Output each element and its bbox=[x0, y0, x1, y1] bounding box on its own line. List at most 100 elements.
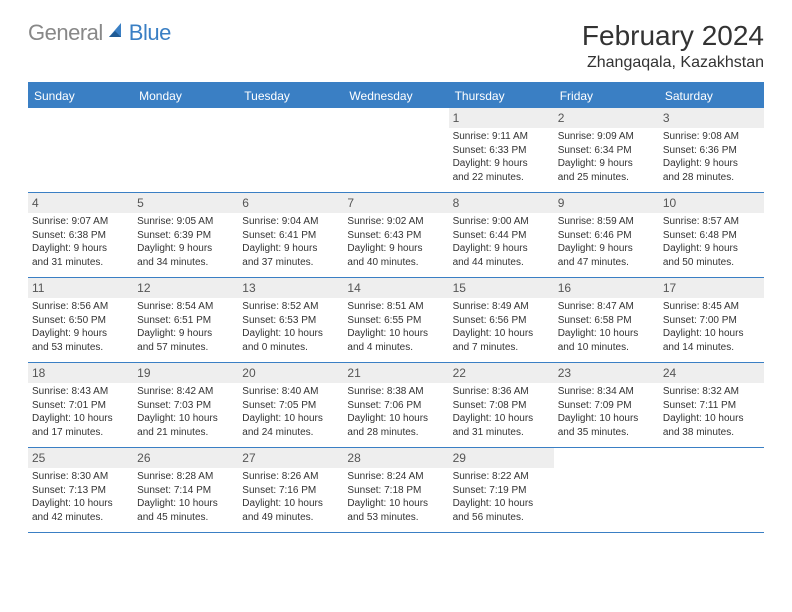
day-cell: 2Sunrise: 9:09 AMSunset: 6:34 PMDaylight… bbox=[554, 108, 659, 192]
day-detail-line: Daylight: 9 hours bbox=[242, 242, 339, 256]
day-cell: 5Sunrise: 9:05 AMSunset: 6:39 PMDaylight… bbox=[133, 193, 238, 277]
calendar: Sunday Monday Tuesday Wednesday Thursday… bbox=[28, 82, 764, 533]
day-cell bbox=[554, 448, 659, 532]
day-cell: 9Sunrise: 8:59 AMSunset: 6:46 PMDaylight… bbox=[554, 193, 659, 277]
day-cell: 26Sunrise: 8:28 AMSunset: 7:14 PMDayligh… bbox=[133, 448, 238, 532]
day-detail-line: Sunrise: 8:24 AM bbox=[347, 470, 444, 484]
day-detail-line: Daylight: 10 hours bbox=[558, 412, 655, 426]
day-detail-line: Sunset: 6:56 PM bbox=[453, 314, 550, 328]
logo-sail-icon bbox=[107, 21, 127, 46]
day-cell: 3Sunrise: 9:08 AMSunset: 6:36 PMDaylight… bbox=[659, 108, 764, 192]
day-detail-line: Sunrise: 8:56 AM bbox=[32, 300, 129, 314]
day-detail-line: and 44 minutes. bbox=[453, 256, 550, 270]
day-detail-line: and 34 minutes. bbox=[137, 256, 234, 270]
day-cell: 6Sunrise: 9:04 AMSunset: 6:41 PMDaylight… bbox=[238, 193, 343, 277]
day-cell: 19Sunrise: 8:42 AMSunset: 7:03 PMDayligh… bbox=[133, 363, 238, 447]
day-detail-line: Sunset: 7:03 PM bbox=[137, 399, 234, 413]
day-detail-line: and 22 minutes. bbox=[453, 171, 550, 185]
day-detail-line: and 56 minutes. bbox=[453, 511, 550, 525]
day-detail-line: Sunrise: 8:40 AM bbox=[242, 385, 339, 399]
day-detail-line: Daylight: 10 hours bbox=[32, 497, 129, 511]
day-detail-line: Sunset: 6:55 PM bbox=[347, 314, 444, 328]
day-detail-line: Daylight: 10 hours bbox=[347, 497, 444, 511]
day-detail-line: Daylight: 10 hours bbox=[453, 327, 550, 341]
week-row: 1Sunrise: 9:11 AMSunset: 6:33 PMDaylight… bbox=[28, 108, 764, 193]
day-number: 17 bbox=[659, 278, 764, 298]
day-detail-line: Sunrise: 8:51 AM bbox=[347, 300, 444, 314]
day-detail-line: Sunset: 6:44 PM bbox=[453, 229, 550, 243]
day-number: 8 bbox=[449, 193, 554, 213]
day-detail-line: Sunrise: 9:09 AM bbox=[558, 130, 655, 144]
day-number: 24 bbox=[659, 363, 764, 383]
day-cell: 23 Sunrise: 8:34 AMSunset: 7:09 PMDayligh… bbox=[554, 363, 659, 447]
day-detail-line: and 47 minutes. bbox=[558, 256, 655, 270]
day-detail-line: and 49 minutes. bbox=[242, 511, 339, 525]
day-cell: 21Sunrise: 8:38 AMSunset: 7:06 PMDayligh… bbox=[343, 363, 448, 447]
title-block: February 2024 Zhangaqala, Kazakhstan bbox=[582, 20, 764, 72]
day-cell: 13Sunrise: 8:52 AMSunset: 6:53 PMDayligh… bbox=[238, 278, 343, 362]
weekday-monday: Monday bbox=[133, 84, 238, 108]
location: Zhangaqala, Kazakhstan bbox=[582, 54, 764, 72]
header: General Blue February 2024 Zhangaqala, K… bbox=[28, 20, 764, 72]
day-cell: 22Sunrise: 8:36 AMSunset: 7:08 PMDayligh… bbox=[449, 363, 554, 447]
day-detail-line: Sunrise: 8:57 AM bbox=[663, 215, 760, 229]
day-detail-line: and 53 minutes. bbox=[32, 341, 129, 355]
day-number: 5 bbox=[133, 193, 238, 213]
day-detail-line: Daylight: 10 hours bbox=[137, 497, 234, 511]
day-cell: 27Sunrise: 8:26 AMSunset: 7:16 PMDayligh… bbox=[238, 448, 343, 532]
day-number: 22 bbox=[449, 363, 554, 383]
logo-text-general: General bbox=[28, 20, 103, 46]
day-detail-line: Sunrise: 9:07 AM bbox=[32, 215, 129, 229]
day-number: 23 bbox=[554, 363, 659, 383]
day-detail-line: and 0 minutes. bbox=[242, 341, 339, 355]
day-cell: 8Sunrise: 9:00 AMSunset: 6:44 PMDaylight… bbox=[449, 193, 554, 277]
day-cell: 29Sunrise: 8:22 AMSunset: 7:19 PMDayligh… bbox=[449, 448, 554, 532]
day-cell: 24Sunrise: 8:32 AMSunset: 7:11 PMDayligh… bbox=[659, 363, 764, 447]
day-detail-line: Sunset: 7:08 PM bbox=[453, 399, 550, 413]
day-detail-line: Sunrise: 8:45 AM bbox=[663, 300, 760, 314]
day-cell: 28Sunrise: 8:24 AMSunset: 7:18 PMDayligh… bbox=[343, 448, 448, 532]
day-detail-line: Sunrise: 9:04 AM bbox=[242, 215, 339, 229]
day-detail-line: and 25 minutes. bbox=[558, 171, 655, 185]
day-detail-line: Sunrise: 9:08 AM bbox=[663, 130, 760, 144]
day-number: 19 bbox=[133, 363, 238, 383]
day-detail-line: Sunset: 7:00 PM bbox=[663, 314, 760, 328]
day-detail-line: Sunrise: 8:49 AM bbox=[453, 300, 550, 314]
day-detail-line: Sunrise: 8:34 AM bbox=[558, 385, 655, 399]
day-detail-line: and 28 minutes. bbox=[347, 426, 444, 440]
day-detail-line: Sunrise: 9:02 AM bbox=[347, 215, 444, 229]
day-detail-line: Daylight: 9 hours bbox=[32, 242, 129, 256]
weekday-row: Sunday Monday Tuesday Wednesday Thursday… bbox=[28, 84, 764, 108]
day-detail-line: Daylight: 10 hours bbox=[347, 327, 444, 341]
day-cell: 1Sunrise: 9:11 AMSunset: 6:33 PMDaylight… bbox=[449, 108, 554, 192]
day-number: 14 bbox=[343, 278, 448, 298]
day-detail-line: Daylight: 9 hours bbox=[663, 157, 760, 171]
day-detail-line: Sunrise: 9:00 AM bbox=[453, 215, 550, 229]
day-cell: 20Sunrise: 8:40 AMSunset: 7:05 PMDayligh… bbox=[238, 363, 343, 447]
day-detail-line: and 31 minutes. bbox=[453, 426, 550, 440]
day-detail-line: Sunset: 7:18 PM bbox=[347, 484, 444, 498]
day-detail-line: Daylight: 10 hours bbox=[453, 497, 550, 511]
week-row: 25Sunrise: 8:30 AMSunset: 7:13 PMDayligh… bbox=[28, 448, 764, 533]
day-cell bbox=[238, 108, 343, 192]
day-detail-line: Sunrise: 8:26 AM bbox=[242, 470, 339, 484]
day-detail-line: Sunset: 7:05 PM bbox=[242, 399, 339, 413]
day-detail-line: Sunrise: 8:28 AM bbox=[137, 470, 234, 484]
day-detail-line: Daylight: 10 hours bbox=[242, 327, 339, 341]
weekday-saturday: Saturday bbox=[659, 84, 764, 108]
day-number: 2 bbox=[554, 108, 659, 128]
day-detail-line: Daylight: 10 hours bbox=[137, 412, 234, 426]
weekday-sunday: Sunday bbox=[28, 84, 133, 108]
day-detail-line: Daylight: 9 hours bbox=[558, 242, 655, 256]
day-detail-line: Sunset: 7:06 PM bbox=[347, 399, 444, 413]
day-detail-line: Sunrise: 8:54 AM bbox=[137, 300, 234, 314]
day-detail-line: Sunrise: 9:11 AM bbox=[453, 130, 550, 144]
day-number: 4 bbox=[28, 193, 133, 213]
day-number: 27 bbox=[238, 448, 343, 468]
day-detail-line: Sunset: 7:09 PM bbox=[558, 399, 655, 413]
day-number: 20 bbox=[238, 363, 343, 383]
day-cell: 12Sunrise: 8:54 AMSunset: 6:51 PMDayligh… bbox=[133, 278, 238, 362]
day-detail-line: and 21 minutes. bbox=[137, 426, 234, 440]
day-detail-line: Daylight: 9 hours bbox=[137, 327, 234, 341]
logo: General Blue bbox=[28, 20, 171, 46]
